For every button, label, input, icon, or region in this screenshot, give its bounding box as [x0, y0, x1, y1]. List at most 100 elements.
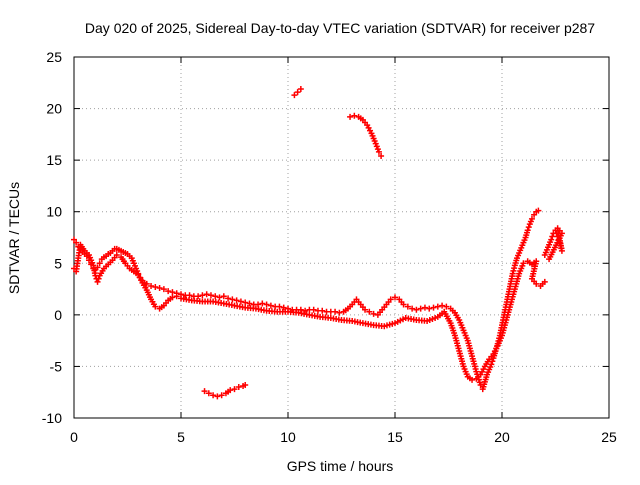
data-point [246, 300, 253, 307]
data-point [259, 300, 266, 307]
data-point [400, 301, 407, 308]
x-axis-label: GPS time / hours [287, 458, 394, 474]
grid-layer [74, 57, 609, 418]
data-point [336, 309, 343, 316]
y-tick-label: 15 [46, 152, 62, 168]
data-point [152, 303, 159, 310]
x-tick-label: 10 [280, 429, 296, 445]
data-point [417, 305, 424, 312]
y-tick-label: -5 [50, 358, 63, 374]
data-point [276, 303, 283, 310]
series-segment-minus7h [201, 381, 249, 400]
data-point [443, 303, 450, 310]
data-point [169, 294, 176, 301]
data-point [439, 302, 446, 309]
data-point [229, 296, 236, 303]
data-point [218, 392, 225, 399]
x-tick-label: 25 [601, 429, 617, 445]
data-point [469, 376, 476, 383]
x-tick-label: 0 [70, 429, 78, 445]
data-point [531, 211, 538, 218]
data-point [152, 284, 159, 291]
data-point [212, 293, 219, 300]
data-point [351, 112, 358, 119]
data-point [392, 294, 398, 301]
series-segment-21h [291, 85, 304, 99]
data-point [294, 89, 301, 96]
data-point [210, 392, 217, 399]
data-point [237, 298, 244, 305]
data-point [113, 252, 120, 259]
data-point [195, 293, 202, 300]
data-point [535, 207, 542, 214]
data-point [205, 390, 212, 397]
data-point [520, 260, 527, 267]
data-point [372, 140, 379, 147]
data-point [267, 302, 274, 309]
points-layer [71, 85, 565, 400]
data-point [319, 307, 326, 314]
data-point [548, 236, 555, 243]
x-tick-label: 5 [177, 429, 185, 445]
data-point [528, 215, 535, 222]
data-point [413, 306, 420, 313]
data-point [235, 384, 242, 391]
tick-layer: 0 5 10 15 20 25 -10 -5 0 5 10 15 20 25 [42, 49, 617, 445]
x-tick-label: 20 [494, 429, 510, 445]
data-point [207, 292, 214, 299]
data-point [94, 278, 101, 285]
data-point [148, 282, 155, 289]
data-point [263, 301, 270, 308]
data-point [366, 308, 373, 315]
data-point [71, 236, 77, 243]
data-point [225, 295, 232, 302]
data-point [165, 288, 172, 295]
data-point [173, 293, 180, 300]
data-point [227, 387, 234, 394]
data-point [332, 308, 339, 315]
data-point [199, 292, 206, 299]
data-point [362, 306, 369, 313]
data-point [426, 305, 433, 312]
data-point [374, 146, 381, 153]
y-tick-label: 0 [54, 307, 62, 323]
y-tick-label: 20 [46, 101, 62, 117]
data-point [233, 297, 240, 304]
chart-title: Day 020 of 2025, Sidereal Day-to-day VTE… [85, 20, 595, 36]
data-point [73, 239, 80, 246]
data-point [533, 280, 540, 287]
data-point [370, 310, 377, 317]
y-tick-label: 5 [54, 255, 62, 271]
data-point [546, 256, 553, 263]
y-tick-label: -10 [42, 410, 62, 426]
data-point [242, 381, 249, 388]
data-point [96, 260, 103, 267]
data-point [201, 388, 208, 395]
y-axis-label: SDTVAR / TECUs [6, 182, 22, 294]
data-point [291, 92, 298, 99]
data-point [421, 304, 428, 311]
data-point [297, 85, 304, 92]
data-point [404, 303, 411, 310]
data-point [375, 148, 382, 155]
y-tick-label: 25 [46, 49, 62, 65]
data-point [434, 303, 441, 310]
data-point [378, 153, 385, 160]
x-tick-label: 15 [387, 429, 403, 445]
data-point [409, 305, 416, 312]
data-point [541, 278, 548, 285]
series-segment-19h [347, 112, 385, 160]
data-point [160, 286, 167, 293]
series-late-cluster [541, 225, 565, 263]
data-point [242, 299, 249, 306]
data-point [156, 285, 163, 292]
plot-frame [73, 56, 610, 419]
data-point [220, 293, 227, 300]
data-point [302, 307, 309, 314]
data-point [203, 291, 210, 298]
y-tick-label: 10 [46, 204, 62, 220]
data-point [169, 289, 176, 296]
data-point [549, 233, 556, 240]
